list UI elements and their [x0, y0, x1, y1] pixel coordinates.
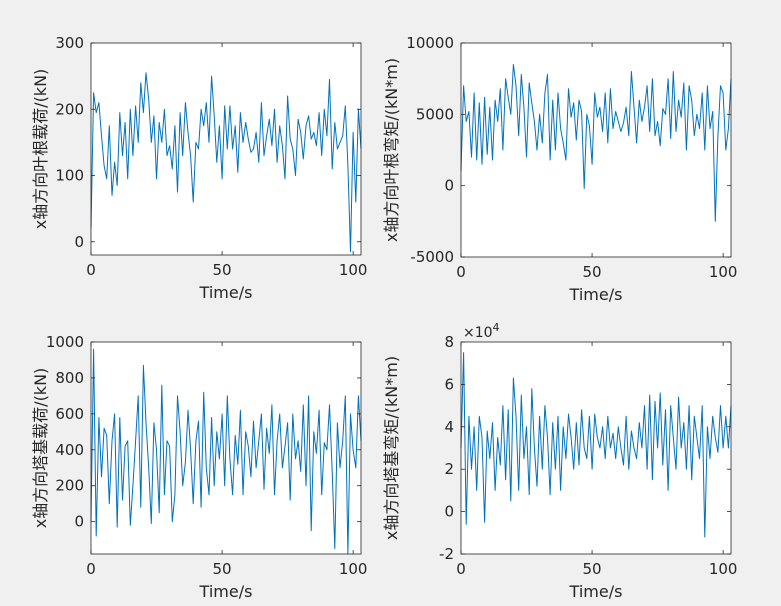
x-axis-label: Time/s	[199, 283, 253, 302]
axis-multiplier-base: ×10	[463, 325, 493, 341]
y-axis-label: x轴方向塔基载荷/(kN)	[31, 368, 50, 529]
chart-3: 0 50 10002004006008001000Time/sx轴方向塔基载荷/(k…	[31, 333, 367, 601]
y-axis-label: x轴方向叶根载荷/(kN)	[31, 69, 50, 230]
axes-frame	[90, 42, 362, 256]
y-axis-label: x轴方向叶根弯矩/(kN*m)	[382, 58, 401, 242]
y-tick-label: 100	[55, 167, 84, 185]
x-axis-label: Time/s	[569, 285, 623, 304]
x-tick-label: 0	[86, 261, 96, 279]
series-line	[460, 63, 732, 222]
x-tick-label: 100	[709, 560, 738, 578]
x-axis-label: Time/s	[569, 582, 623, 601]
y-tick-label: 4	[444, 418, 454, 436]
plot-area	[461, 43, 731, 257]
y-tick-label: 200	[55, 477, 84, 495]
y-tick-label: 600	[55, 405, 84, 423]
chart-1: 0 50 100 0 100 200 300 Time/s x轴方向叶根载荷/(kN)	[31, 34, 367, 302]
y-tick-label: 0	[444, 177, 454, 195]
y-tick-label: 2	[444, 460, 454, 478]
y-tick-label: -2	[439, 545, 454, 563]
y-tick-label: 300	[55, 34, 84, 52]
x-tick-label: 100	[339, 261, 368, 279]
y-tick-label: 0	[74, 233, 84, 251]
axis-multiplier: ×104	[463, 321, 500, 341]
y-tick-label: 200	[55, 100, 84, 118]
axis-multiplier-exp: 4	[493, 321, 500, 334]
x-tick-label: 0	[86, 560, 96, 578]
x-tick-label: 50	[583, 263, 602, 281]
y-tick-label: 10000	[406, 34, 454, 52]
y-tick-label: -5000	[410, 248, 454, 266]
y-tick-label: 1000	[46, 333, 84, 351]
y-tick-label: 8	[444, 333, 454, 351]
y-tick-label: 5000	[416, 105, 454, 123]
x-tick-label: 50	[583, 560, 602, 578]
series-line	[90, 348, 362, 555]
x-tick-label: 0	[456, 560, 466, 578]
y-tick-label: 400	[55, 441, 84, 459]
y-tick-label: 800	[55, 369, 84, 387]
axes-frame	[460, 341, 732, 555]
axes-frame	[460, 42, 732, 258]
plot-area	[461, 342, 731, 554]
series-line	[90, 72, 362, 253]
x-tick-label: 100	[339, 560, 368, 578]
y-axis-label: x轴方向塔基弯矩/(kN*m)	[382, 356, 401, 540]
x-axis-label: Time/s	[199, 582, 253, 601]
plot-area	[91, 43, 361, 255]
y-tick-label: 6	[444, 375, 454, 393]
x-tick-label: 50	[213, 560, 232, 578]
series-line	[460, 352, 732, 538]
chart-2: 0 50 100-50000500010000Time/sx轴方向叶根弯矩/(kN*…	[382, 34, 737, 304]
x-tick-label: 0	[456, 263, 466, 281]
x-tick-label: 50	[213, 261, 232, 279]
y-tick-label: 0	[74, 513, 84, 531]
axes-frame	[90, 341, 362, 555]
x-tick-label: 100	[709, 263, 738, 281]
y-tick-label: 0	[444, 503, 454, 521]
